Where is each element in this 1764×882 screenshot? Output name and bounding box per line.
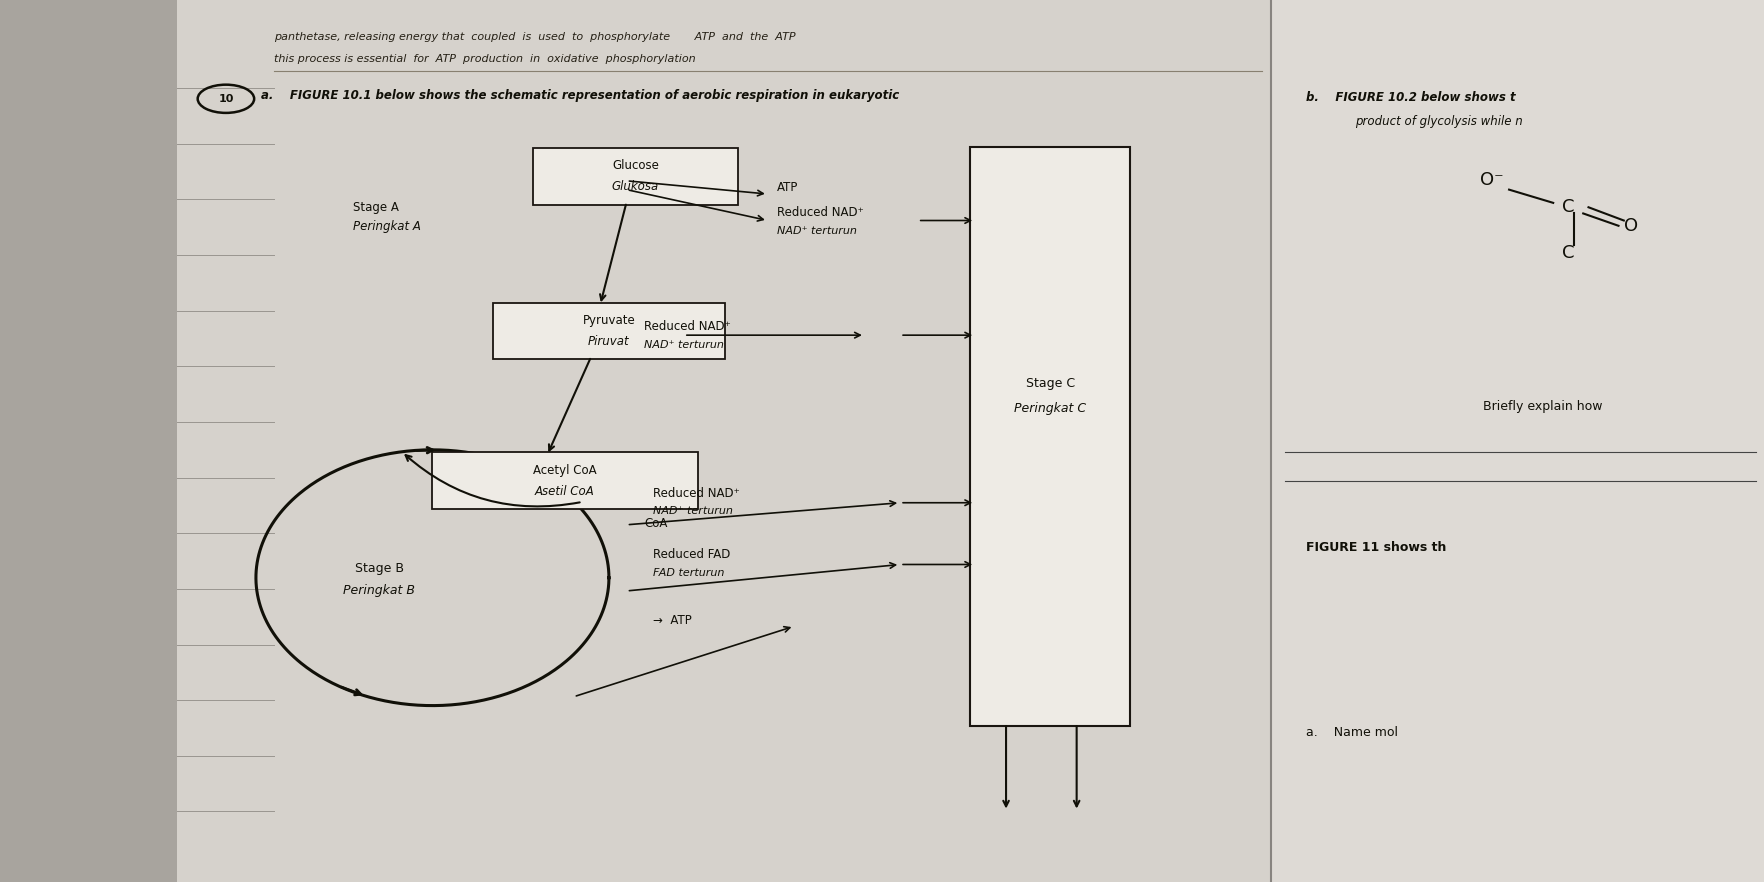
Text: C: C bbox=[1561, 198, 1573, 216]
Text: Glucose: Glucose bbox=[612, 160, 658, 172]
Text: Reduced NAD⁺: Reduced NAD⁺ bbox=[776, 206, 863, 219]
Text: Peringkat B: Peringkat B bbox=[344, 585, 415, 597]
Text: →  ATP: → ATP bbox=[653, 614, 691, 626]
FancyBboxPatch shape bbox=[970, 147, 1129, 726]
Text: Peringkat A: Peringkat A bbox=[353, 220, 420, 233]
Text: NAD⁺ terturun: NAD⁺ terturun bbox=[653, 506, 732, 516]
Text: Glukosa: Glukosa bbox=[612, 181, 658, 193]
Text: Piruvat: Piruvat bbox=[587, 335, 630, 348]
Text: Pyruvate: Pyruvate bbox=[582, 314, 635, 326]
Text: Reduced NAD⁺: Reduced NAD⁺ bbox=[644, 320, 730, 333]
FancyBboxPatch shape bbox=[533, 148, 737, 205]
Text: Stage A: Stage A bbox=[353, 201, 399, 213]
Text: C: C bbox=[1561, 243, 1573, 262]
Text: FIGURE 11 shows th: FIGURE 11 shows th bbox=[1305, 542, 1446, 554]
Text: Briefly explain how: Briefly explain how bbox=[1482, 400, 1602, 413]
Text: a.    Name mol: a. Name mol bbox=[1305, 727, 1397, 739]
Text: Reduced NAD⁺: Reduced NAD⁺ bbox=[653, 487, 739, 499]
Polygon shape bbox=[176, 0, 1270, 882]
Text: b.    FIGURE 10.2 below shows t: b. FIGURE 10.2 below shows t bbox=[1305, 92, 1515, 104]
Text: O: O bbox=[1623, 217, 1637, 235]
Text: Stage B: Stage B bbox=[355, 563, 404, 575]
Text: O⁻: O⁻ bbox=[1478, 171, 1503, 190]
Text: this process is essential  for  ATP  production  in  oxidative  phosphorylation: this process is essential for ATP produc… bbox=[273, 54, 695, 64]
Text: 10: 10 bbox=[219, 93, 233, 104]
Text: Reduced FAD: Reduced FAD bbox=[653, 549, 730, 561]
Text: a.    FIGURE 10.1 below shows the schematic representation of aerobic respiratio: a. FIGURE 10.1 below shows the schematic… bbox=[261, 89, 900, 101]
Text: Peringkat C: Peringkat C bbox=[1014, 402, 1085, 415]
FancyBboxPatch shape bbox=[430, 452, 697, 509]
FancyBboxPatch shape bbox=[492, 303, 723, 359]
Polygon shape bbox=[1270, 0, 1764, 882]
Text: panthetase, releasing energy that  coupled  is  used  to  phosphorylate       AT: panthetase, releasing energy that couple… bbox=[273, 32, 796, 41]
Text: Acetyl CoA: Acetyl CoA bbox=[533, 464, 596, 476]
Text: NAD⁺ terturun: NAD⁺ terturun bbox=[644, 340, 723, 350]
Text: CoA: CoA bbox=[644, 518, 667, 530]
Text: FAD terturun: FAD terturun bbox=[653, 568, 723, 578]
Text: Stage C: Stage C bbox=[1025, 377, 1074, 390]
Text: product of glycolysis while n: product of glycolysis while n bbox=[1355, 116, 1522, 128]
Text: ATP: ATP bbox=[776, 182, 797, 194]
Text: Asetil CoA: Asetil CoA bbox=[534, 485, 594, 497]
Text: NAD⁺ terturun: NAD⁺ terturun bbox=[776, 226, 856, 235]
Polygon shape bbox=[0, 0, 176, 882]
